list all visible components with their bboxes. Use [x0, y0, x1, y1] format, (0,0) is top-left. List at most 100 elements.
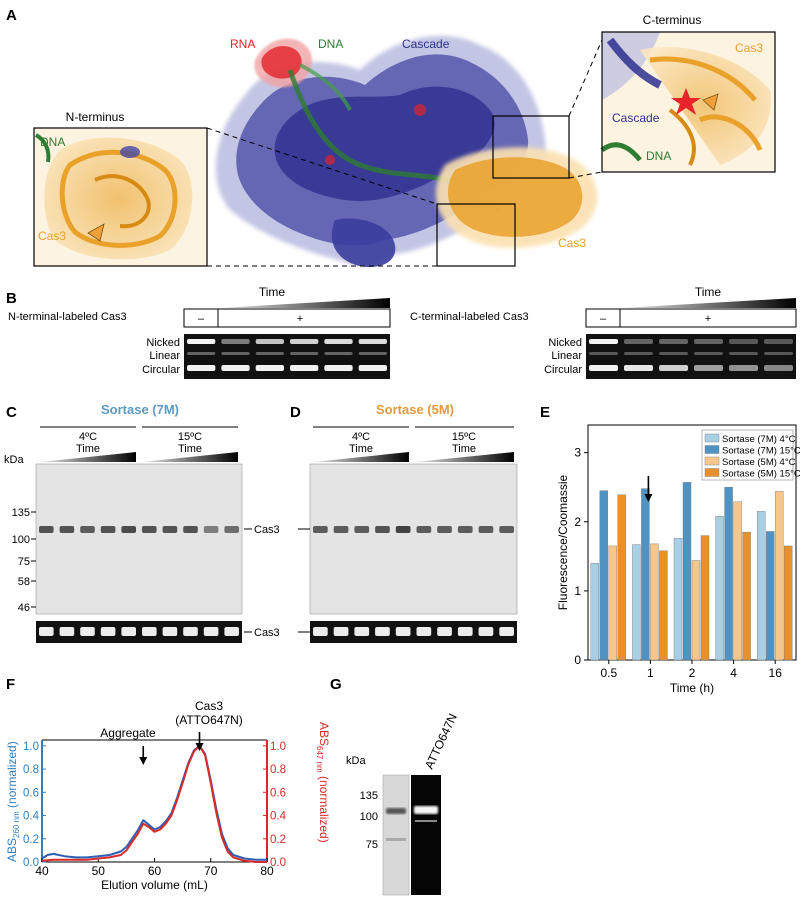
b-left-time-wedge: [220, 298, 390, 308]
f-right-tick-label: 0.4: [270, 811, 287, 823]
e-bar: [650, 543, 659, 661]
f-x-tick-label: 60: [148, 864, 162, 878]
gel-band: [358, 339, 387, 344]
b-right-time-wedge: [622, 298, 796, 308]
e-legend-swatch: [704, 445, 720, 454]
gel-band: [457, 526, 473, 533]
gel-band: [39, 627, 54, 636]
gel-band: [764, 339, 793, 344]
gel-band: [121, 627, 136, 636]
e-bar: [784, 545, 793, 661]
gel-band: [354, 526, 370, 533]
e-bar: [775, 491, 784, 661]
g-marker-135: 135: [360, 790, 378, 802]
e-bar: [599, 490, 608, 661]
e-legend-entry: Sortase (5M) 15°C: [722, 469, 800, 480]
c-fluor-gel: [36, 621, 242, 643]
panel-d: D Sortase (5M) 4ºC 15ºC Time Time: [290, 402, 518, 643]
gel-band: [324, 352, 353, 355]
f-left-tick-label: 1.0: [23, 741, 39, 753]
c-inset-dna-label: DNA: [646, 149, 671, 163]
e-legend-swatch: [704, 456, 720, 466]
gel-band: [59, 526, 75, 533]
gel-band: [589, 352, 618, 355]
e-bar: [742, 531, 751, 661]
e-bar: [757, 511, 766, 661]
gel-band: [59, 627, 75, 636]
f-x-tick-label: 40: [35, 864, 49, 878]
gel-band: [358, 352, 387, 355]
f-cas3-label-2: (ATTO647N): [175, 713, 243, 727]
f-aggregate-label: Aggregate: [100, 726, 156, 740]
gel-band: [416, 627, 432, 636]
e-legend-entry: Sortase (7M) 4°C: [722, 434, 796, 445]
label-dna: DNA: [318, 37, 343, 51]
e-bar: [682, 482, 692, 661]
e-bar: [766, 531, 775, 661]
gel-band: [187, 352, 216, 355]
g-fluor-band: [414, 806, 438, 814]
f-right-tick-label: 0.6: [270, 787, 286, 799]
b-right-plus: +: [705, 313, 711, 325]
e-bar: [724, 487, 733, 661]
e-y-tick-label: 1: [574, 584, 581, 598]
e-x-tick-label: 1: [647, 666, 654, 680]
f-left-axis-label: ABS260 nm (normalized): [5, 741, 21, 862]
c-gel-bands: [39, 526, 239, 533]
f-left-tick-label: 0.4: [23, 811, 40, 823]
f-right-tick-label: 0.8: [270, 764, 286, 776]
label-cascade: Cascade: [402, 37, 450, 51]
gel-band: [224, 627, 239, 636]
gel-band: [162, 627, 178, 636]
gel-band: [290, 352, 319, 355]
panel-g: G kDa 135 100 75 ATTO647N: [330, 676, 460, 896]
e-bar: [691, 560, 701, 661]
gel-band: [478, 627, 494, 636]
e-legend-swatch: [704, 468, 720, 477]
panel-label-a: A: [6, 7, 17, 24]
n-inset-cas3-label: Cas3: [38, 229, 66, 243]
g-marker-100: 100: [360, 811, 378, 823]
c-cas3-fluor-label: Cas3: [254, 627, 280, 639]
e-bar: [641, 488, 650, 661]
b-left-band-nicked: Nicked: [146, 337, 180, 349]
gel-band: [499, 627, 514, 636]
panel-label-d: D: [290, 404, 301, 421]
f-left-tick-label: 0.8: [23, 764, 39, 776]
gel-band: [375, 627, 390, 636]
d-time2: Time: [452, 443, 476, 455]
g-fluor-faint-band: [415, 820, 437, 822]
e-bar: [632, 544, 641, 661]
f-right-tick-label: 1.0: [270, 741, 286, 753]
gel-band: [187, 339, 216, 344]
gel-band: [694, 365, 723, 371]
e-x-tick-label: 0.5: [600, 666, 617, 680]
gel-band: [221, 352, 250, 355]
f-x-tick-label: 80: [260, 864, 274, 878]
gel-band: [694, 352, 723, 355]
g-coomassie-faint-band: [386, 838, 406, 841]
b-right-gel: [586, 334, 796, 379]
f-annotation-arrowhead-icon: [195, 743, 204, 751]
e-x-axis-label: Time (h): [670, 681, 714, 695]
b-right-lane-box: [585, 308, 797, 328]
b-right-band-circular: Circular: [544, 364, 582, 376]
e-bar: [700, 535, 710, 661]
f-left-tick-label: 0.2: [23, 834, 39, 846]
c-kda: kDa: [4, 454, 24, 466]
gel-band: [290, 365, 319, 371]
e-x-tick-label: 4: [730, 666, 737, 680]
gel-band: [375, 526, 390, 533]
gel-band: [478, 526, 494, 533]
n-inset-dna-label: DNA: [40, 135, 65, 149]
gel-band: [255, 352, 284, 355]
gel-band: [324, 339, 353, 344]
gel-band: [358, 365, 387, 371]
gel-band: [121, 526, 136, 533]
e-legend-entry: Sortase (7M) 15°C: [722, 446, 800, 457]
d-gel: [309, 463, 518, 615]
c-gel: [35, 463, 243, 615]
c-inset-cas3-label: Cas3: [735, 41, 763, 55]
panel-label-f: F: [6, 676, 15, 693]
